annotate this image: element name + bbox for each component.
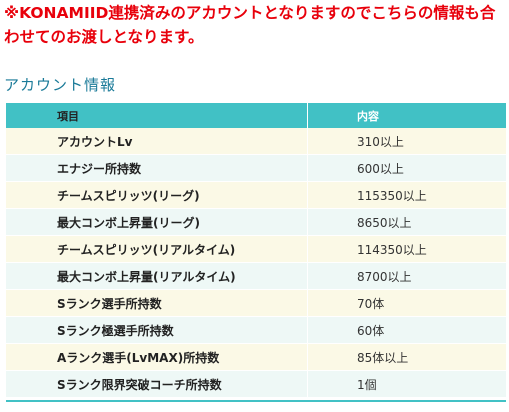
row-item-value: 1個 (307, 370, 506, 398)
row-item-label: Sランク極選手所持数 (6, 316, 308, 344)
row-item-label: 最大コンボ上昇量(リーグ) (6, 208, 308, 236)
row-item-label: Sランク限界突破コーチ所持数 (6, 370, 308, 398)
row-item-value: 8700以上 (307, 262, 506, 290)
header-content: 内容 (307, 103, 506, 128)
row-item-value: 600以上 (307, 154, 506, 182)
table-row: Sランク選手所持数 70体 (6, 289, 506, 317)
row-item-value: 8650以上 (307, 208, 506, 236)
table-row: エナジー所持数 600以上 (6, 154, 506, 182)
table-row: アカウントLv 310以上 (6, 128, 506, 155)
table-row: Sランク限界突破コーチ所持数 1個 (6, 370, 506, 398)
table-row: Sランク極選手所持数 60体 (6, 316, 506, 344)
row-item-value: 85体以上 (307, 343, 506, 371)
row-item-label: チームスピリッツ(リアルタイム) (6, 235, 308, 263)
table-row: チームスピリッツ(リーグ) 115350以上 (6, 181, 506, 209)
notice-text: ※KONAMIID連携済みのアカウントとなりますのでこちらの情報も合わせてのお渡… (4, 4, 496, 46)
row-item-value: 70体 (307, 289, 506, 317)
table-header-row: 項目 内容 (6, 103, 506, 128)
row-item-label: アカウントLv (6, 128, 308, 155)
row-item-label: 最大コンボ上昇量(リアルタイム) (6, 262, 308, 290)
table-bottom-divider (6, 400, 506, 402)
account-info-table: 項目 内容 アカウントLv 310以上 エナジー所持数 600以上 チームスピリ… (6, 103, 506, 398)
row-item-value: 115350以上 (307, 181, 506, 209)
row-item-label: Sランク選手所持数 (6, 289, 308, 317)
table-row: チームスピリッツ(リアルタイム) 114350以上 (6, 235, 506, 263)
row-item-value: 114350以上 (307, 235, 506, 263)
row-item-value: 60体 (307, 316, 506, 344)
table-row: 最大コンボ上昇量(リアルタイム) 8700以上 (6, 262, 506, 290)
row-item-label: エナジー所持数 (6, 154, 308, 182)
row-item-label: チームスピリッツ(リーグ) (6, 181, 308, 209)
table-row: Aランク選手(LvMAX)所持数 85体以上 (6, 343, 506, 371)
header-item: 項目 (6, 103, 308, 128)
section-title: アカウント情報 (4, 76, 117, 94)
row-item-label: Aランク選手(LvMAX)所持数 (6, 343, 308, 371)
table-row: 最大コンボ上昇量(リーグ) 8650以上 (6, 208, 506, 236)
row-item-value: 310以上 (307, 128, 506, 155)
